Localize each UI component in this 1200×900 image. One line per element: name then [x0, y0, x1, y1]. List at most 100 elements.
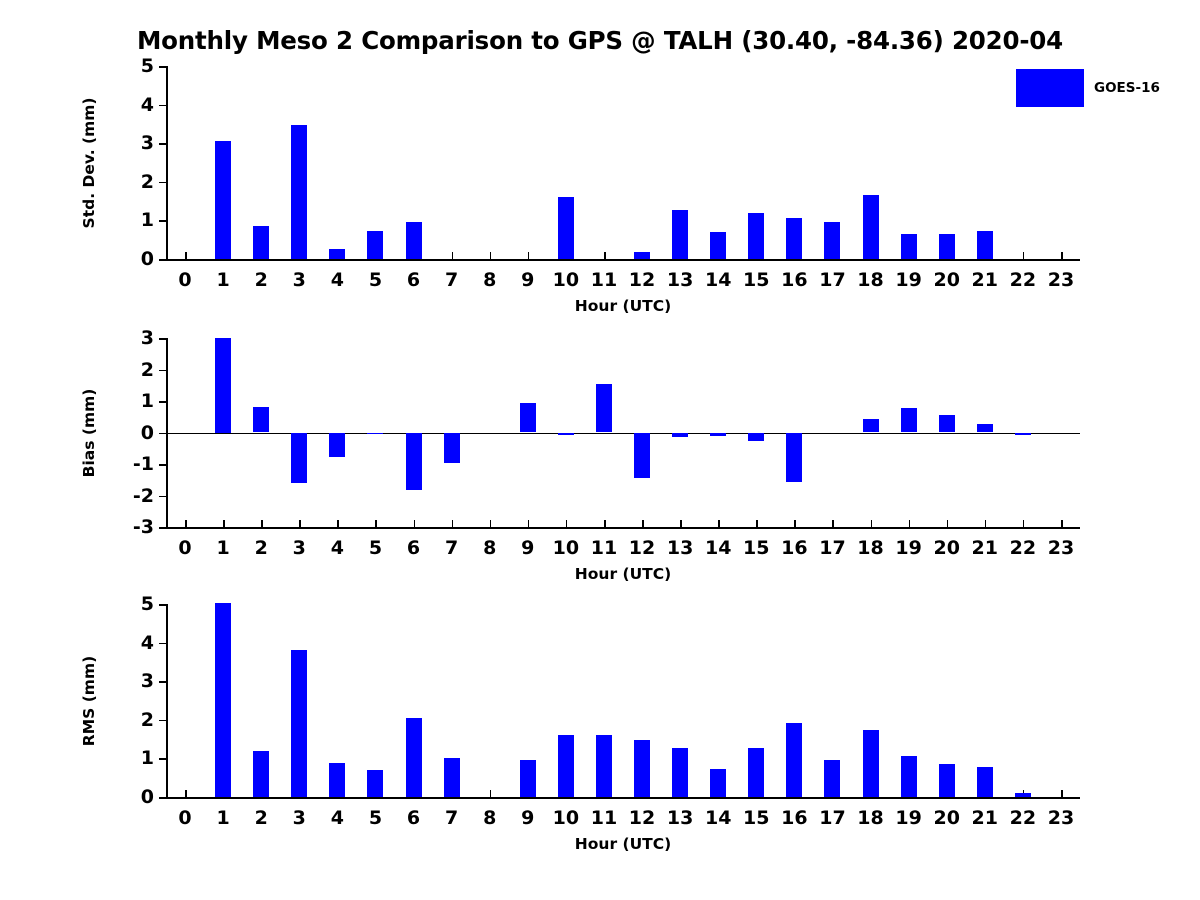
x-tick-label-std-dev-20: 20: [933, 269, 960, 291]
x-tick-label-rms-16: 16: [781, 807, 808, 829]
bar-bias-hour-19: [900, 408, 917, 433]
bar-bias-hour-13: [672, 432, 689, 437]
y-axis-title-rms: RMS (mm): [80, 655, 98, 746]
x-tick-label-rms-2: 2: [254, 807, 268, 829]
x-tick-label-std-dev-18: 18: [857, 269, 884, 291]
bar-std-dev-hour-13: [672, 209, 689, 259]
x-tick-label-rms-11: 11: [590, 807, 618, 829]
goes-16-color-swatch: [1016, 69, 1084, 107]
x-tick-rms-8: [489, 790, 492, 797]
x-tick-label-rms-14: 14: [704, 807, 732, 829]
y-tick-std-dev-5: [159, 66, 166, 68]
y-axis-line-rms: [166, 604, 168, 797]
x-tick-label-std-dev-11: 11: [590, 269, 618, 291]
y-tick-std-dev-4: [159, 104, 166, 107]
x-tick-bias-4: [337, 520, 339, 527]
bar-std-dev-hour-20: [938, 234, 955, 259]
x-tick-bias-7: [451, 520, 454, 527]
x-tick-label-std-dev-8: 8: [483, 269, 497, 291]
x-tick-label-bias-11: 11: [590, 537, 618, 559]
x-tick-label-std-dev-0: 0: [178, 269, 192, 291]
bar-bias-hour-7: [443, 432, 460, 464]
x-axis-line-std-dev: [166, 259, 1080, 261]
x-tick-bias-15: [756, 520, 758, 527]
x-tick-label-rms-12: 12: [628, 807, 656, 829]
x-tick-label-rms-9: 9: [521, 807, 535, 829]
x-tick-bias-14: [718, 520, 720, 527]
x-tick-label-std-dev-21: 21: [971, 269, 999, 291]
bar-bias-hour-11: [595, 383, 612, 433]
x-tick-label-std-dev-12: 12: [628, 269, 656, 291]
bar-rms-hour-9: [519, 759, 536, 797]
x-tick-label-std-dev-3: 3: [292, 269, 306, 291]
x-tick-label-bias-17: 17: [819, 537, 846, 559]
bar-bias-hour-22: [1014, 432, 1031, 436]
y-tick-bias-5: [159, 369, 166, 372]
x-tick-label-rms-4: 4: [330, 807, 344, 829]
x-tick-label-bias-20: 20: [933, 537, 960, 559]
bar-std-dev-hour-21: [976, 231, 993, 259]
x-tick-bias-6: [413, 520, 416, 527]
y-tick-bias-1: [159, 495, 166, 498]
bar-rms-hour-7: [443, 758, 460, 797]
y-tick-label-rms-0: 0: [140, 786, 154, 808]
x-tick-label-bias-21: 21: [971, 537, 999, 559]
x-tick-label-bias-8: 8: [483, 537, 497, 559]
y-tick-label-rms-4: 4: [140, 631, 154, 654]
x-tick-rms-23: [1060, 790, 1063, 797]
bar-rms-hour-19: [900, 755, 917, 797]
x-tick-bias-13: [680, 520, 682, 527]
bar-rms-hour-17: [824, 760, 841, 797]
y-tick-label-bias-1: -2: [132, 484, 154, 507]
x-tick-bias-20: [946, 520, 949, 527]
x-tick-rms-0: [185, 790, 187, 797]
x-tick-bias-11: [603, 520, 606, 527]
y-tick-rms-5: [159, 604, 166, 606]
x-tick-label-std-dev-9: 9: [521, 269, 535, 291]
x-tick-label-bias-16: 16: [781, 537, 808, 559]
bar-bias-hour-1: [215, 338, 232, 433]
y-tick-label-rms-3: 3: [140, 670, 154, 693]
bar-rms-hour-3: [291, 649, 308, 797]
y-tick-label-bias-0: -3: [132, 516, 154, 538]
bar-rms-hour-14: [710, 768, 727, 797]
x-tick-label-bias-4: 4: [330, 537, 344, 559]
x-tick-label-std-dev-5: 5: [368, 269, 383, 291]
x-tick-label-bias-15: 15: [743, 537, 770, 559]
bar-bias-hour-3: [291, 432, 308, 483]
bar-bias-hour-18: [862, 418, 879, 433]
x-tick-label-bias-14: 14: [704, 537, 732, 559]
x-axis-title-bias: Hour (UTC): [574, 565, 672, 583]
x-tick-label-std-dev-17: 17: [819, 269, 846, 291]
x-tick-bias-19: [908, 520, 911, 527]
x-tick-label-bias-6: 6: [406, 537, 421, 559]
bar-std-dev-hour-10: [557, 197, 574, 259]
bar-std-dev-hour-15: [748, 213, 765, 259]
bar-bias-hour-6: [405, 432, 422, 490]
y-tick-bias-4: [159, 401, 166, 403]
x-tick-label-rms-20: 20: [933, 807, 960, 829]
x-tick-label-bias-23: 23: [1047, 537, 1075, 559]
y-tick-label-std-dev-3: 3: [140, 132, 154, 155]
y-tick-bias-3: [159, 432, 166, 435]
y-tick-rms-3: [159, 681, 166, 683]
y-tick-rms-1: [159, 758, 166, 760]
bar-rms-hour-10: [557, 735, 574, 797]
bar-rms-hour-18: [862, 729, 879, 797]
y-tick-std-dev-2: [159, 181, 166, 184]
y-tick-label-std-dev-4: 4: [140, 93, 154, 116]
x-tick-label-rms-13: 13: [666, 807, 694, 829]
x-tick-label-rms-17: 17: [819, 807, 846, 829]
x-tick-bias-2: [261, 520, 263, 527]
x-tick-label-bias-0: 0: [178, 537, 192, 559]
x-tick-label-std-dev-16: 16: [781, 269, 808, 291]
bar-std-dev-hour-4: [329, 248, 346, 259]
y-tick-bias-6: [159, 338, 166, 340]
bar-rms-hour-5: [367, 769, 384, 797]
bar-rms-hour-11: [595, 735, 612, 797]
x-tick-label-bias-5: 5: [368, 537, 383, 559]
x-tick-label-bias-22: 22: [1009, 537, 1037, 559]
y-tick-label-bias-2: -1: [132, 453, 154, 475]
bar-rms-hour-21: [976, 766, 993, 797]
